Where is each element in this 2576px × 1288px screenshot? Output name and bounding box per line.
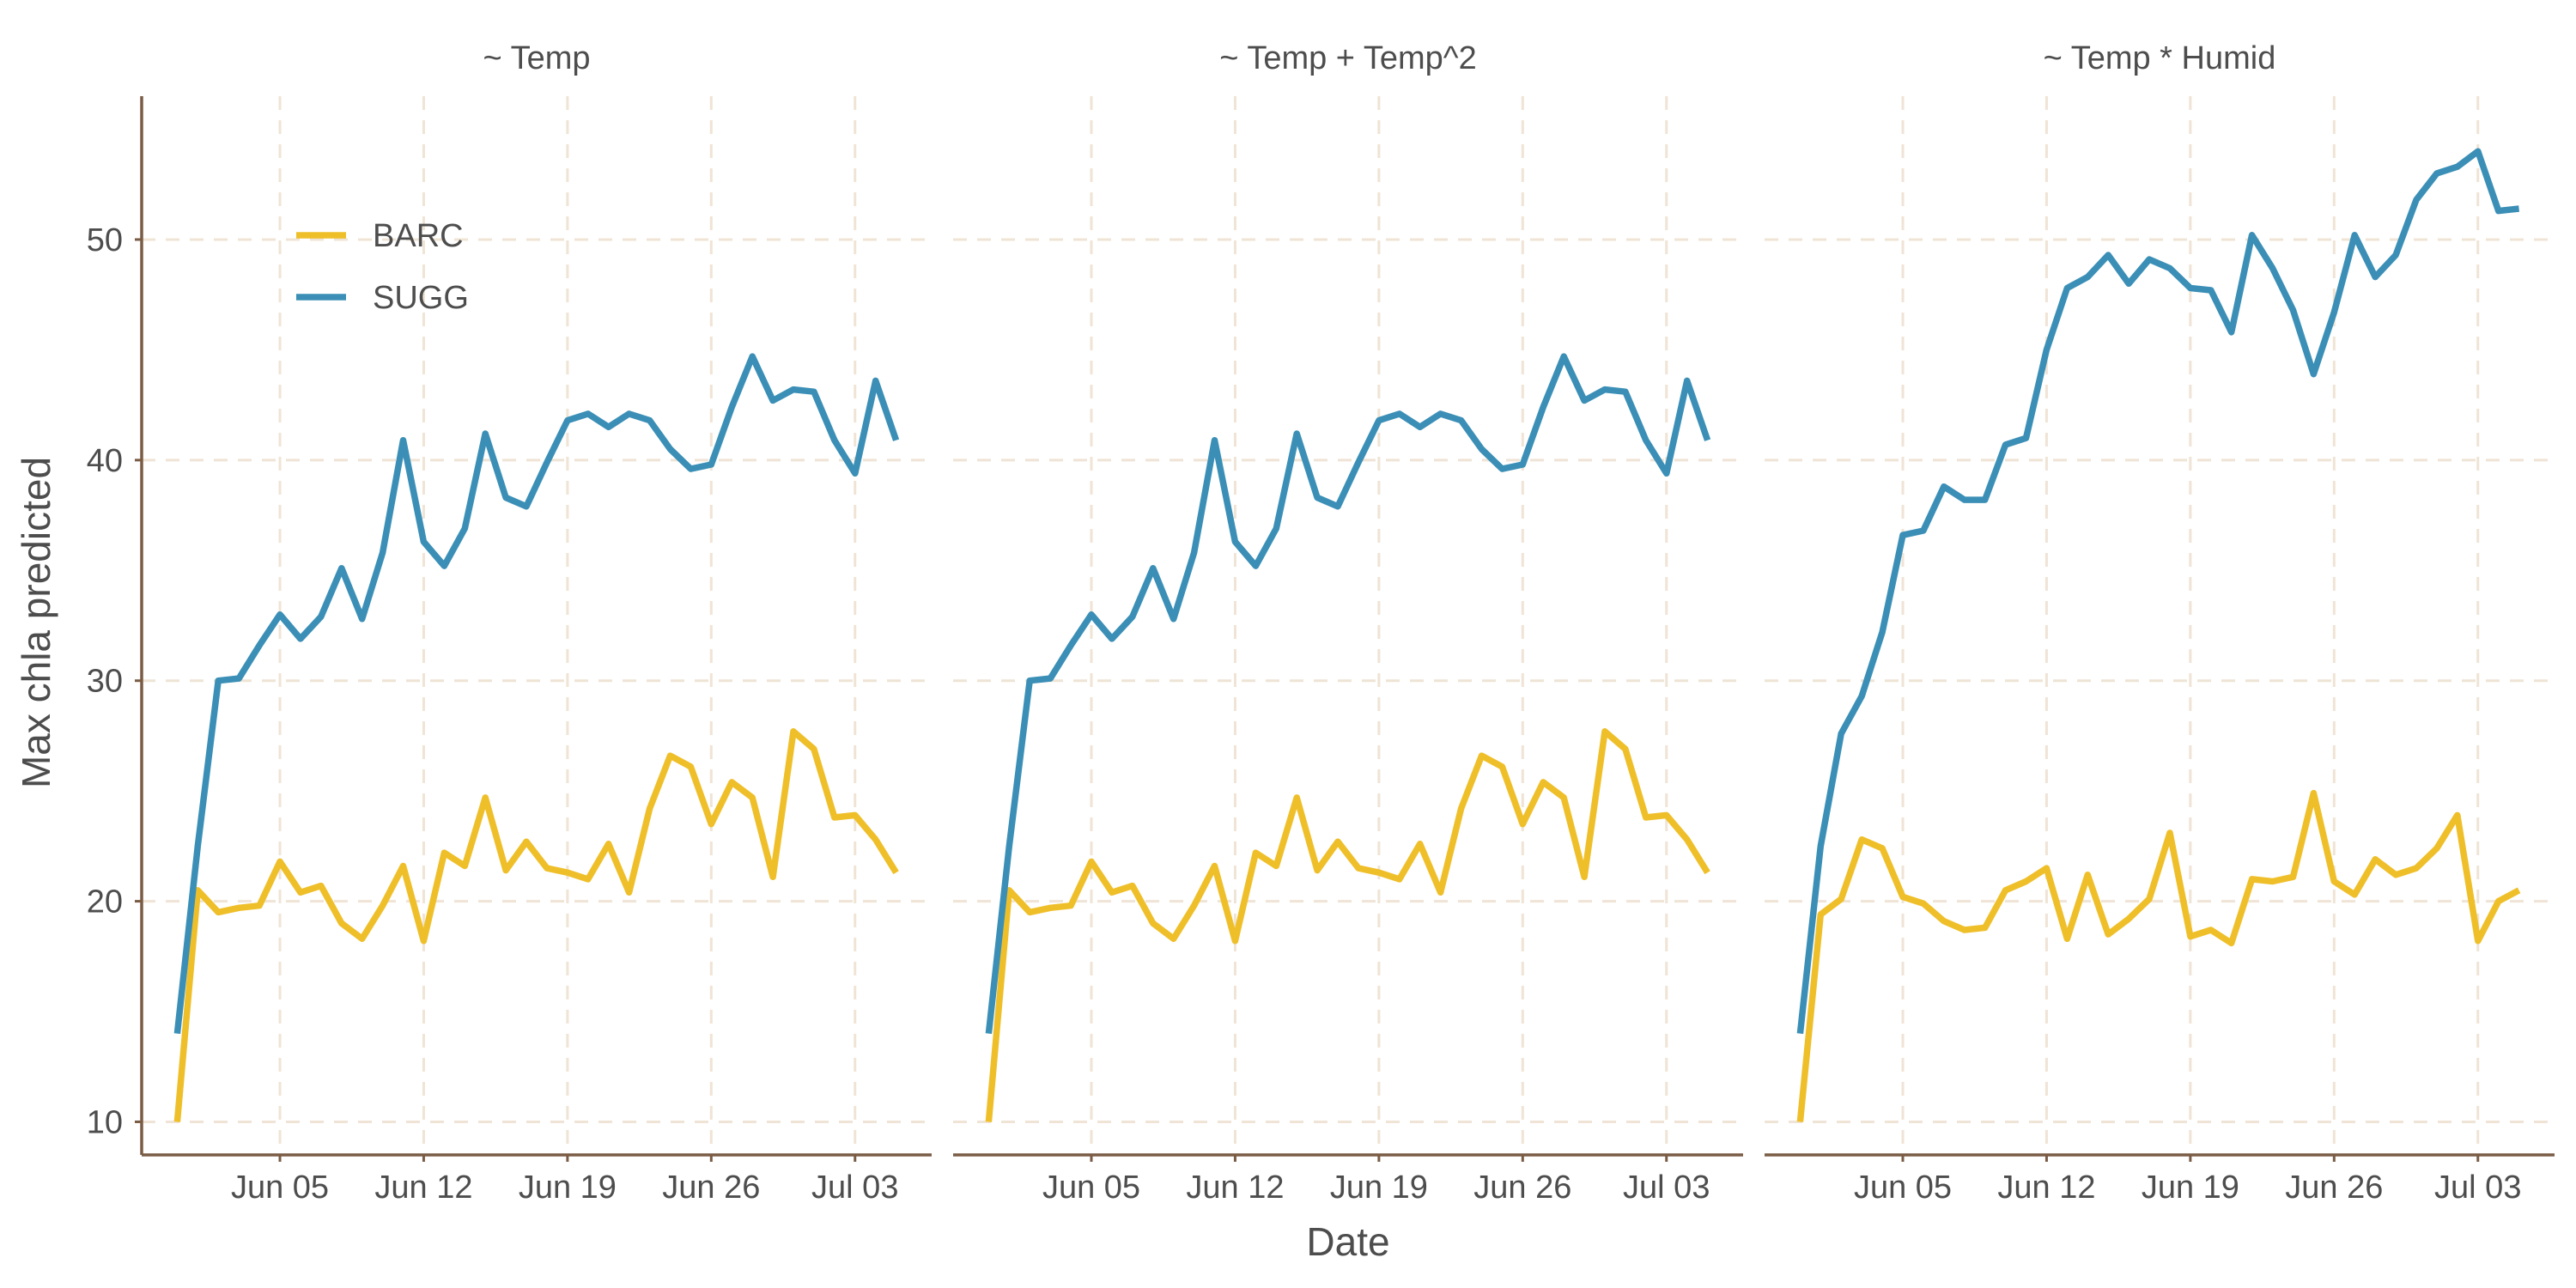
legend-label-barc: BARC: [373, 218, 464, 254]
facet-title: ~ Temp: [483, 40, 591, 76]
x-tick-label: Jun 05: [231, 1170, 329, 1206]
series-line-sugg: [985, 353, 1711, 1035]
y-axis-title: Max chla predicted: [14, 457, 58, 788]
series-line-barc: [985, 728, 1710, 1122]
y-tick-label: 40: [87, 443, 123, 479]
series-line-sugg: [173, 353, 900, 1035]
legend: BARC SUGG: [296, 218, 469, 316]
facet-title: ~ Temp + Temp^2: [1219, 40, 1477, 76]
x-tick-label: Jun 05: [1854, 1170, 1952, 1206]
x-tick-label: Jun 12: [1186, 1170, 1284, 1206]
y-tick-label: 10: [87, 1104, 123, 1140]
panel-1: ~ Temp Jun 05 Jun 12 Jun 19 Jun 26 Jul 03 10 20…: [87, 40, 932, 1206]
series-line-sugg: [1796, 148, 2520, 1035]
x-axis-title: Date: [1306, 1219, 1389, 1264]
x-tick-label: Jun 19: [1330, 1170, 1428, 1206]
x-tick-label: Jul 03: [811, 1170, 898, 1206]
panel-2: ~ Temp + Temp^2 Jun 05 Jun 12 Jun 19 Jun 26 J…: [953, 40, 1743, 1206]
x-tick-label: Jun 26: [2285, 1170, 2383, 1206]
x-tick-label: Jun 12: [1997, 1170, 2095, 1206]
x-tick-label: Jun 05: [1042, 1170, 1140, 1206]
x-tick-label: Jun 19: [2142, 1170, 2239, 1206]
panel-3: ~ Temp * Humid Jun 05 Jun 12 Jun 19 Jun 26 Ju…: [1765, 40, 2555, 1206]
y-tick-label: 20: [87, 884, 123, 920]
y-tick-label: 50: [87, 222, 123, 258]
x-tick-label: Jun 26: [1473, 1170, 1571, 1206]
x-tick-label: Jul 03: [1623, 1170, 1710, 1206]
series-line-barc: [173, 728, 899, 1122]
y-tick-label: 30: [87, 664, 123, 700]
legend-label-sugg: SUGG: [373, 280, 469, 316]
series-line-barc: [1796, 789, 2521, 1122]
x-tick-label: Jun 12: [374, 1170, 472, 1206]
panels-layer: ~ Temp Jun 05 Jun 12 Jun 19 Jun 26 Jul 03 10 20…: [87, 40, 2555, 1206]
facet-title: ~ Temp * Humid: [2044, 40, 2276, 76]
x-tick-label: Jun 19: [519, 1170, 617, 1206]
x-tick-label: Jun 26: [662, 1170, 760, 1206]
x-tick-label: Jul 03: [2434, 1170, 2521, 1206]
